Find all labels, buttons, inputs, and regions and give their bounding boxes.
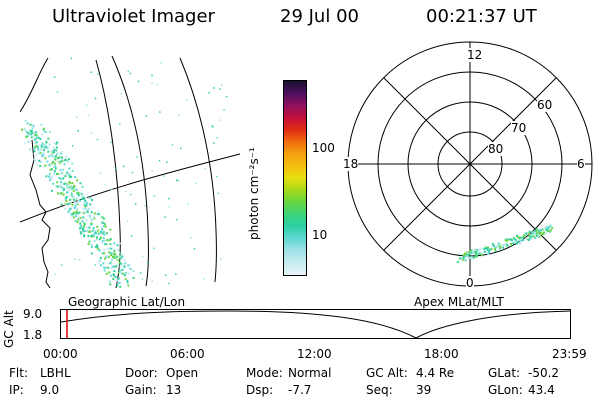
timeline-frame <box>60 309 571 339</box>
filter-label: Flt: <box>9 366 28 380</box>
seq-label: Seq: <box>366 383 393 397</box>
ip-value: 9.0 <box>40 383 60 397</box>
time-tick-0000: 00:00 <box>43 347 78 361</box>
mlt-label-6: 6 <box>577 157 585 171</box>
colorbar <box>283 80 307 276</box>
door-label: Door: <box>125 366 158 380</box>
gcalt-value: 4.4 Re <box>416 366 455 380</box>
seq-value: 39 <box>416 383 432 397</box>
filter-value: LBHL <box>40 366 71 380</box>
gain-label: Gain: <box>125 383 157 397</box>
polar-panel-caption: Apex MLat/MLT <box>414 295 504 309</box>
mlt-label-0: 0 <box>466 276 474 290</box>
gain-value: 13 <box>166 383 182 397</box>
time-tick-1800: 18:00 <box>424 347 459 361</box>
altitude-max-label: 9.0 <box>23 307 43 321</box>
polar-mlat-mlt-panel <box>347 41 593 287</box>
altitude-axis-label: GC Alt <box>2 310 16 348</box>
dsp-value: -7.7 <box>288 383 312 397</box>
orbit-altitude-curve <box>60 310 571 339</box>
geo-panel-caption: Geographic Lat/Lon <box>68 295 186 309</box>
mlat-label-70: 70 <box>511 121 527 135</box>
glat-label: GLat: <box>488 366 521 380</box>
mode-label: Mode: <box>246 366 283 380</box>
mlt-label-18: 18 <box>343 157 359 171</box>
glon-label: GLon: <box>488 383 523 397</box>
ip-label: IP: <box>9 383 24 397</box>
coastline <box>29 139 51 289</box>
polar-diagonal-2 <box>383 77 557 251</box>
observation-time: 00:21:37 UT <box>426 6 537 27</box>
colorbar-tick-10: 10 <box>312 228 328 242</box>
colorbar-tick-100: 100 <box>312 141 335 155</box>
gcalt-label: GC Alt: <box>366 366 408 380</box>
colorbar-unit-label: photon cm⁻²s⁻¹ <box>247 147 261 240</box>
mlat-label-60: 60 <box>537 98 553 112</box>
aurora-emission-geo <box>21 57 228 288</box>
time-tick-2359: 23:59 <box>552 347 587 361</box>
dsp-label: Dsp: <box>246 383 274 397</box>
observation-date: 29 Jul 00 <box>280 6 359 27</box>
mode-value: Normal <box>288 366 332 380</box>
geographic-grid <box>20 55 241 289</box>
altitude-timeline-plot <box>60 309 571 339</box>
glat-value: -50.2 <box>528 366 560 380</box>
mlat-label-80: 80 <box>488 142 504 156</box>
geographic-map-panel <box>20 55 241 289</box>
mlt-label-12: 12 <box>466 48 484 62</box>
instrument-title: Ultraviolet Imager <box>52 6 215 27</box>
time-tick-0600: 06:00 <box>170 347 205 361</box>
door-value: Open <box>166 366 199 380</box>
glon-value: 43.4 <box>528 383 555 397</box>
altitude-min-label: 1.8 <box>23 328 43 342</box>
time-tick-1200: 12:00 <box>297 347 332 361</box>
aurora-emission-polar <box>456 224 554 263</box>
